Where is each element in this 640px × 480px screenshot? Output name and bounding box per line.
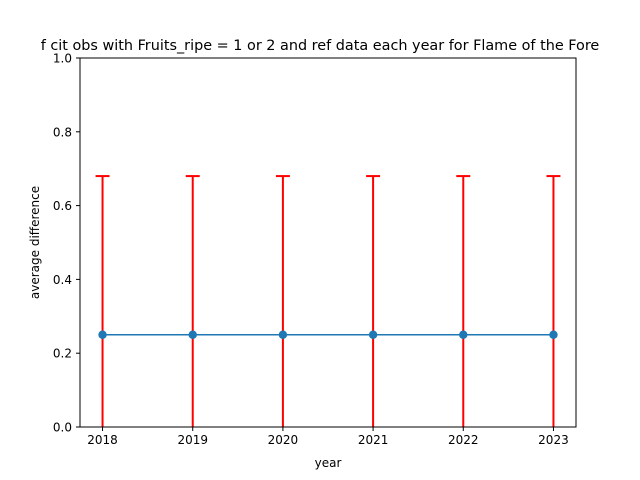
y-tick-label: 0.6 bbox=[53, 199, 72, 213]
x-axis: 2018 2019 2020 2021 2022 2023 bbox=[87, 427, 569, 447]
x-tick-label: 2019 bbox=[177, 433, 208, 447]
y-tick-label: 0.2 bbox=[53, 347, 72, 361]
x-tick-label: 2022 bbox=[448, 433, 479, 447]
y-axis: 0.0 0.2 0.4 0.6 0.8 1.0 bbox=[53, 52, 80, 435]
x-tick-label: 2020 bbox=[268, 433, 299, 447]
y-tick-label: 0.8 bbox=[53, 125, 72, 139]
data-point bbox=[188, 330, 197, 339]
x-tick-label: 2021 bbox=[358, 433, 389, 447]
y-tick-label: 0.4 bbox=[53, 273, 72, 287]
x-tick-label: 2018 bbox=[87, 433, 118, 447]
x-axis-label: year bbox=[315, 456, 342, 470]
x-tick-label: 2023 bbox=[538, 433, 569, 447]
y-tick-label: 0.0 bbox=[53, 421, 72, 435]
y-axis-label: average difference bbox=[28, 186, 42, 299]
data-point bbox=[459, 330, 468, 339]
plot-area bbox=[95, 175, 561, 427]
y-tick-label: 1.0 bbox=[53, 52, 72, 66]
data-point bbox=[278, 330, 288, 339]
data-point bbox=[98, 330, 107, 339]
chart-title: f cit obs with Fruits_ripe = 1 or 2 and … bbox=[41, 38, 600, 54]
axes-frame bbox=[79, 57, 577, 428]
data-point bbox=[549, 330, 558, 339]
data-point bbox=[368, 330, 378, 339]
